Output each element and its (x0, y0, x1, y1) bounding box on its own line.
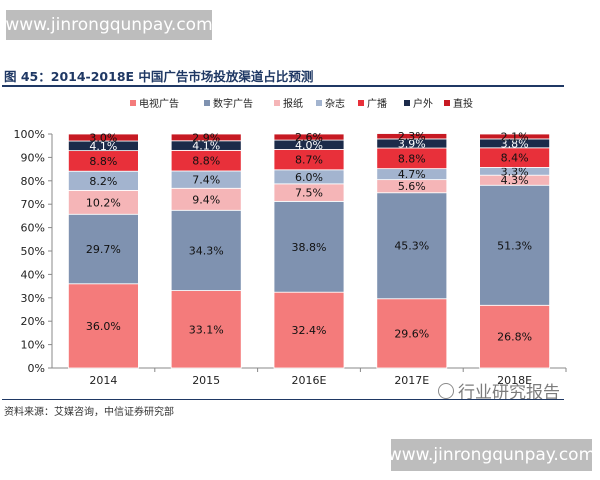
legend-swatch (404, 100, 410, 106)
data-label: 26.8% (497, 331, 532, 344)
legend-item: 报纸 (274, 97, 303, 110)
data-label: 6.0% (295, 171, 323, 184)
data-label: 8.2% (89, 175, 117, 188)
data-label: 4.1% (89, 140, 117, 153)
bar-segment (170, 209, 242, 291)
chart-bars: 36.0%29.7%10.2%8.2%8.8%4.1%3.0%33.1%34.3… (68, 130, 551, 369)
legend-item: 户外 (404, 97, 433, 110)
data-label: 8.4% (501, 152, 529, 165)
y-tick-label: 100% (14, 128, 45, 141)
data-label: 4.7% (398, 168, 426, 181)
data-label: 33.1% (189, 323, 224, 336)
bar-segment (170, 133, 242, 142)
x-tick-label: 2018E (497, 374, 532, 387)
wechat-logo-watermark: 行业研究报告 (438, 378, 560, 403)
legend-label: 直投 (453, 97, 473, 110)
y-tick-label: 30% (21, 292, 45, 305)
figure-title: 图 45：2014-2018E 中国广告市场投放渠道占比预测 (4, 69, 314, 84)
chart-legend: 电视广告 数字广告 报纸 杂志 广播 户外 直投 (130, 97, 473, 110)
legend-swatch (204, 100, 210, 106)
legend-label: 电视广告 (139, 97, 179, 110)
source-note: 资料来源：艾媒咨询，中信证券研究部 (4, 407, 174, 418)
legend-item: 广播 (358, 97, 387, 110)
bar-segment (273, 133, 345, 141)
x-tick-label: 2017E (394, 374, 429, 387)
legend-swatch (316, 100, 322, 106)
bar-segment (273, 291, 345, 369)
title-rule (2, 85, 564, 87)
legend-swatch (130, 100, 136, 106)
data-label: 45.3% (394, 240, 429, 253)
legend-item: 数字广告 (204, 97, 253, 110)
y-tick-label: 70% (21, 198, 45, 211)
data-label: 4.1% (192, 140, 220, 153)
legend-item: 直投 (444, 97, 473, 110)
data-label: 5.6% (398, 180, 426, 193)
data-label: 3.8% (501, 137, 529, 150)
data-label: 38.8% (292, 241, 327, 254)
legend-label: 数字广告 (213, 97, 253, 110)
source-rule (2, 399, 564, 400)
bar-segment (68, 213, 139, 285)
data-label: 51.3% (497, 239, 532, 252)
chart-axes: 0% 10% 20% 30% 40% 50% 60% 70% 80% 90% 100% 2014 201… (14, 128, 567, 387)
data-label: 7.5% (295, 187, 323, 200)
data-label: 36.0% (86, 320, 121, 333)
y-tick-label: 20% (21, 315, 45, 328)
y-tick-label: 10% (21, 339, 45, 352)
bar-segment (479, 133, 551, 140)
data-label: 2.6% (295, 131, 323, 144)
legend-label: 广播 (367, 97, 387, 110)
y-tick-label: 0% (28, 362, 45, 375)
x-tick-label: 2015 (192, 374, 220, 387)
bar-segment (68, 283, 139, 369)
legend-label: 报纸 (283, 97, 303, 110)
y-tick-label: 40% (21, 268, 45, 281)
data-label: 2.3% (398, 130, 426, 143)
data-label: 7.4% (192, 174, 220, 187)
data-label: 34.3% (189, 244, 224, 257)
data-label: 3.9% (398, 137, 426, 150)
bar-segment (273, 200, 345, 293)
stacked-bar-chart: 电视广告 数字广告 报纸 杂志 广播 户外 直投 0% 10% 20% 30% 40% 50% 60% 7… (14, 97, 567, 387)
data-label: 4.3% (501, 174, 529, 187)
legend-swatch (274, 100, 280, 106)
bar-segment (376, 298, 448, 369)
wechat-logo-icon (438, 383, 454, 399)
y-tick-label: 90% (21, 151, 45, 164)
data-label: 10.2% (86, 196, 121, 209)
x-tick-label: 2014 (89, 374, 117, 387)
data-label: 29.7% (86, 243, 121, 256)
legend-item: 杂志 (316, 97, 345, 110)
data-label: 9.4% (192, 193, 220, 206)
y-tick-label: 80% (21, 175, 45, 188)
data-label: 2.1% (501, 130, 529, 143)
data-label: 29.6% (394, 327, 429, 340)
data-label: 8.7% (295, 154, 323, 167)
bar-segment (376, 133, 448, 140)
legend-label: 杂志 (325, 97, 345, 110)
x-tick-label: 2016E (292, 374, 327, 387)
legend-label: 户外 (413, 97, 433, 110)
data-label: 8.8% (398, 152, 426, 165)
data-label: 3.0% (89, 132, 117, 145)
y-tick-label: 50% (21, 245, 45, 258)
y-tick-label: 60% (21, 222, 45, 235)
legend-item: 电视广告 (130, 97, 179, 110)
data-label: 8.8% (89, 155, 117, 168)
watermark-bottom: www.jinrongqunpay.com (388, 439, 595, 471)
data-label: 8.8% (192, 155, 220, 168)
legend-swatch (444, 100, 450, 106)
legend-swatch (358, 100, 364, 106)
data-label: 3.3% (501, 165, 529, 178)
watermark-top: www.jinrongqunpay.com (5, 10, 213, 40)
bar-segment (68, 133, 139, 142)
bar-segment (376, 192, 448, 300)
logo-text: 行业研究报告 (458, 383, 560, 403)
data-label: 2.9% (192, 131, 220, 144)
data-label: 32.4% (292, 324, 327, 337)
data-label: 4.0% (295, 139, 323, 152)
